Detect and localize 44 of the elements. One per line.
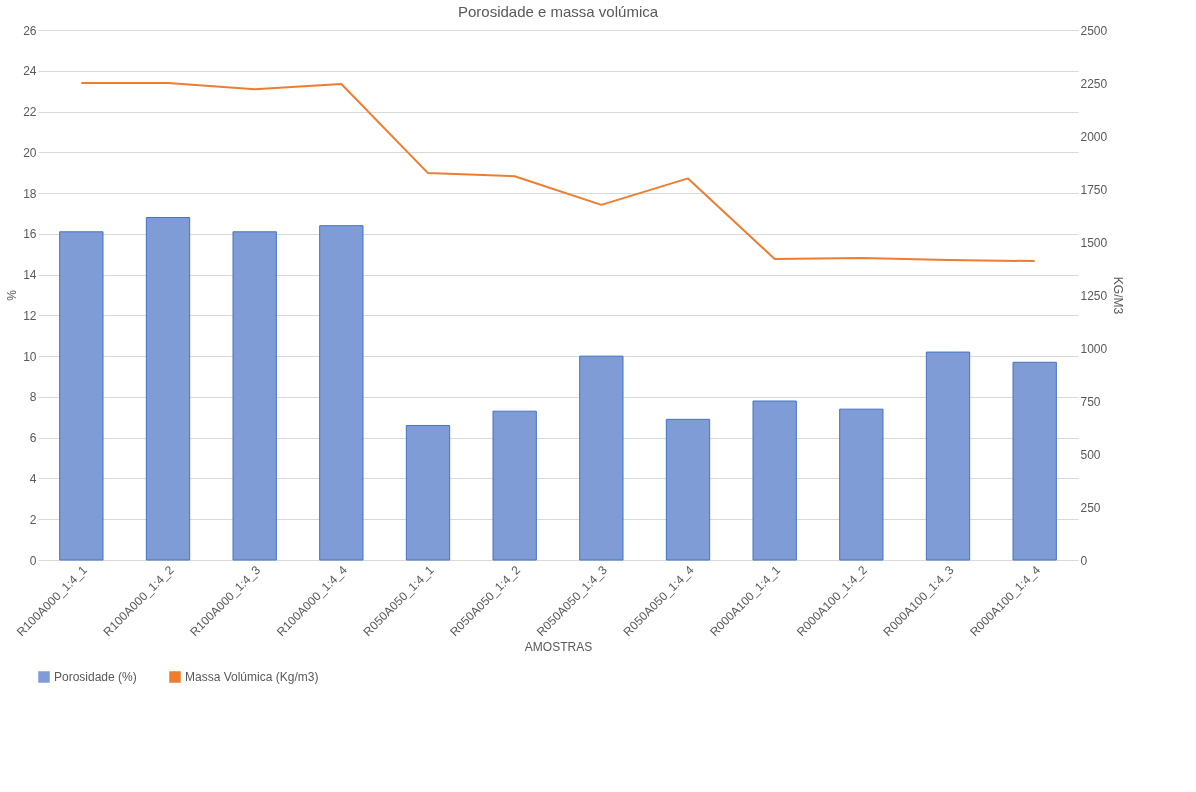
y2-tick-label: 1000 <box>1080 341 1108 356</box>
bar <box>579 355 624 561</box>
y2-tick-label: 0 <box>1080 553 1088 568</box>
y-tick-label: 18 <box>23 186 37 201</box>
y2-tick-label: 250 <box>1080 500 1101 515</box>
y-axis-title: % <box>5 289 20 301</box>
bar <box>925 351 971 561</box>
bar <box>752 400 797 561</box>
bar <box>319 225 364 561</box>
y2-tick-label: 1500 <box>1080 235 1108 250</box>
bar <box>839 408 884 561</box>
y2-tick-label: 2500 <box>1080 23 1108 38</box>
y2-tick-label: 2250 <box>1080 76 1108 91</box>
y-tick-label: 14 <box>23 268 37 283</box>
legend-label: Porosidade (%) <box>54 670 137 684</box>
y2-tick-label: 500 <box>1080 447 1101 462</box>
y-tick-label: 0 <box>29 553 37 568</box>
x-axis-title: AMOSTRAS <box>524 640 593 655</box>
y-tick-label: 4 <box>29 471 37 486</box>
bar <box>492 410 537 561</box>
y-tick-label: 8 <box>29 390 37 405</box>
line-series <box>80 82 1036 263</box>
y-tick-label: 2 <box>29 512 37 527</box>
y-tick-label: 22 <box>23 105 37 120</box>
y2-tick-label: 2000 <box>1080 129 1108 144</box>
y-tick-label: 20 <box>23 145 37 160</box>
y-tick-label: 12 <box>23 308 37 323</box>
bar <box>405 424 451 561</box>
y-tick-label: 10 <box>23 349 37 364</box>
y2-tick-label: 750 <box>1080 394 1101 409</box>
bar <box>1012 361 1057 561</box>
bar <box>145 217 191 561</box>
legend-label: Massa Volúmica (Kg/m3) <box>185 670 319 684</box>
y-tick-label: 6 <box>29 431 37 446</box>
y-tick-label: 16 <box>23 227 37 242</box>
y-tick-label: 26 <box>23 23 37 38</box>
y2-tick-label: 1750 <box>1080 182 1108 197</box>
y2-tick-label: 1250 <box>1080 288 1108 303</box>
y2-axis-title: KG/M3 <box>1111 276 1126 315</box>
bar <box>665 418 711 561</box>
bar <box>232 231 277 561</box>
chart-title: Porosidade e massa volúmica <box>457 3 659 20</box>
bar <box>59 231 104 561</box>
y-tick-label: 24 <box>23 64 37 79</box>
